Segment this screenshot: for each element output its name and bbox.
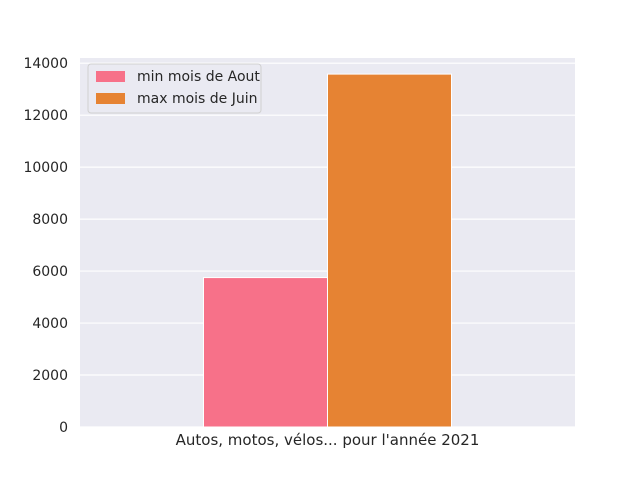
- legend-swatch: [96, 71, 125, 82]
- y-axis-tick-labels: 0 2000 4000 6000 8000 10000 12000 14000: [23, 56, 68, 436]
- y-tick-label: 2000: [32, 368, 68, 384]
- legend-box: [87, 63, 262, 114]
- y-tick-label: 0: [59, 420, 68, 436]
- x-category-label: Autos, motos, vélos... pour l'année 2021: [176, 431, 480, 449]
- legend: min mois de Aout max mois de Juin: [87, 63, 262, 114]
- y-tick-label: 10000: [23, 160, 68, 176]
- bars: [203, 73, 452, 428]
- y-tick-label: 14000: [23, 56, 68, 72]
- bar-min: [203, 277, 328, 428]
- legend-swatch: [96, 93, 125, 104]
- legend-label: max mois de Juin: [137, 91, 258, 107]
- y-tick-label: 4000: [32, 316, 68, 332]
- x-axis-category-labels: Autos, motos, vélos... pour l'année 2021: [176, 431, 480, 449]
- bar-max: [327, 73, 452, 428]
- y-tick-label: 8000: [32, 212, 68, 228]
- legend-label: min mois de Aout: [137, 69, 260, 85]
- y-tick-label: 12000: [23, 108, 68, 124]
- y-tick-label: 6000: [32, 264, 68, 280]
